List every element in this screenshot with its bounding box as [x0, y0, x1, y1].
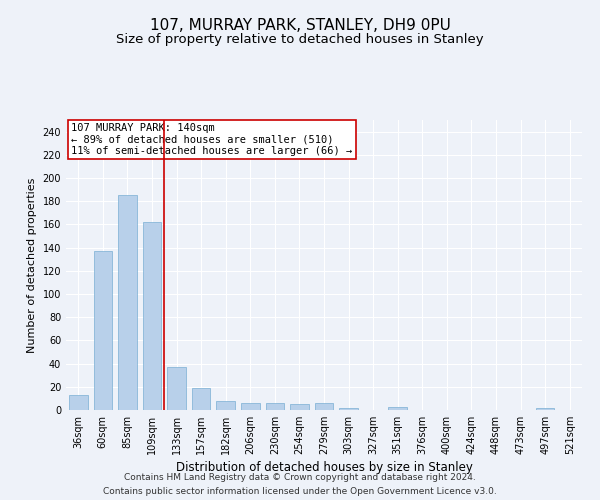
Bar: [290, 404, 308, 410]
Bar: [241, 403, 260, 410]
Bar: [192, 388, 211, 410]
Text: Size of property relative to detached houses in Stanley: Size of property relative to detached ho…: [116, 32, 484, 46]
Bar: [217, 400, 235, 410]
Y-axis label: Number of detached properties: Number of detached properties: [27, 178, 37, 352]
Bar: [143, 222, 161, 410]
Bar: [167, 367, 186, 410]
Bar: [118, 196, 137, 410]
Text: 107, MURRAY PARK, STANLEY, DH9 0PU: 107, MURRAY PARK, STANLEY, DH9 0PU: [149, 18, 451, 32]
Text: Contains public sector information licensed under the Open Government Licence v3: Contains public sector information licen…: [103, 486, 497, 496]
Bar: [340, 408, 358, 410]
Bar: [94, 251, 112, 410]
Bar: [315, 403, 333, 410]
Bar: [389, 406, 407, 410]
Bar: [69, 395, 88, 410]
X-axis label: Distribution of detached houses by size in Stanley: Distribution of detached houses by size …: [176, 461, 472, 474]
Bar: [536, 408, 554, 410]
Text: 107 MURRAY PARK: 140sqm
← 89% of detached houses are smaller (510)
11% of semi-d: 107 MURRAY PARK: 140sqm ← 89% of detache…: [71, 123, 352, 156]
Bar: [266, 403, 284, 410]
Text: Contains HM Land Registry data © Crown copyright and database right 2024.: Contains HM Land Registry data © Crown c…: [124, 473, 476, 482]
